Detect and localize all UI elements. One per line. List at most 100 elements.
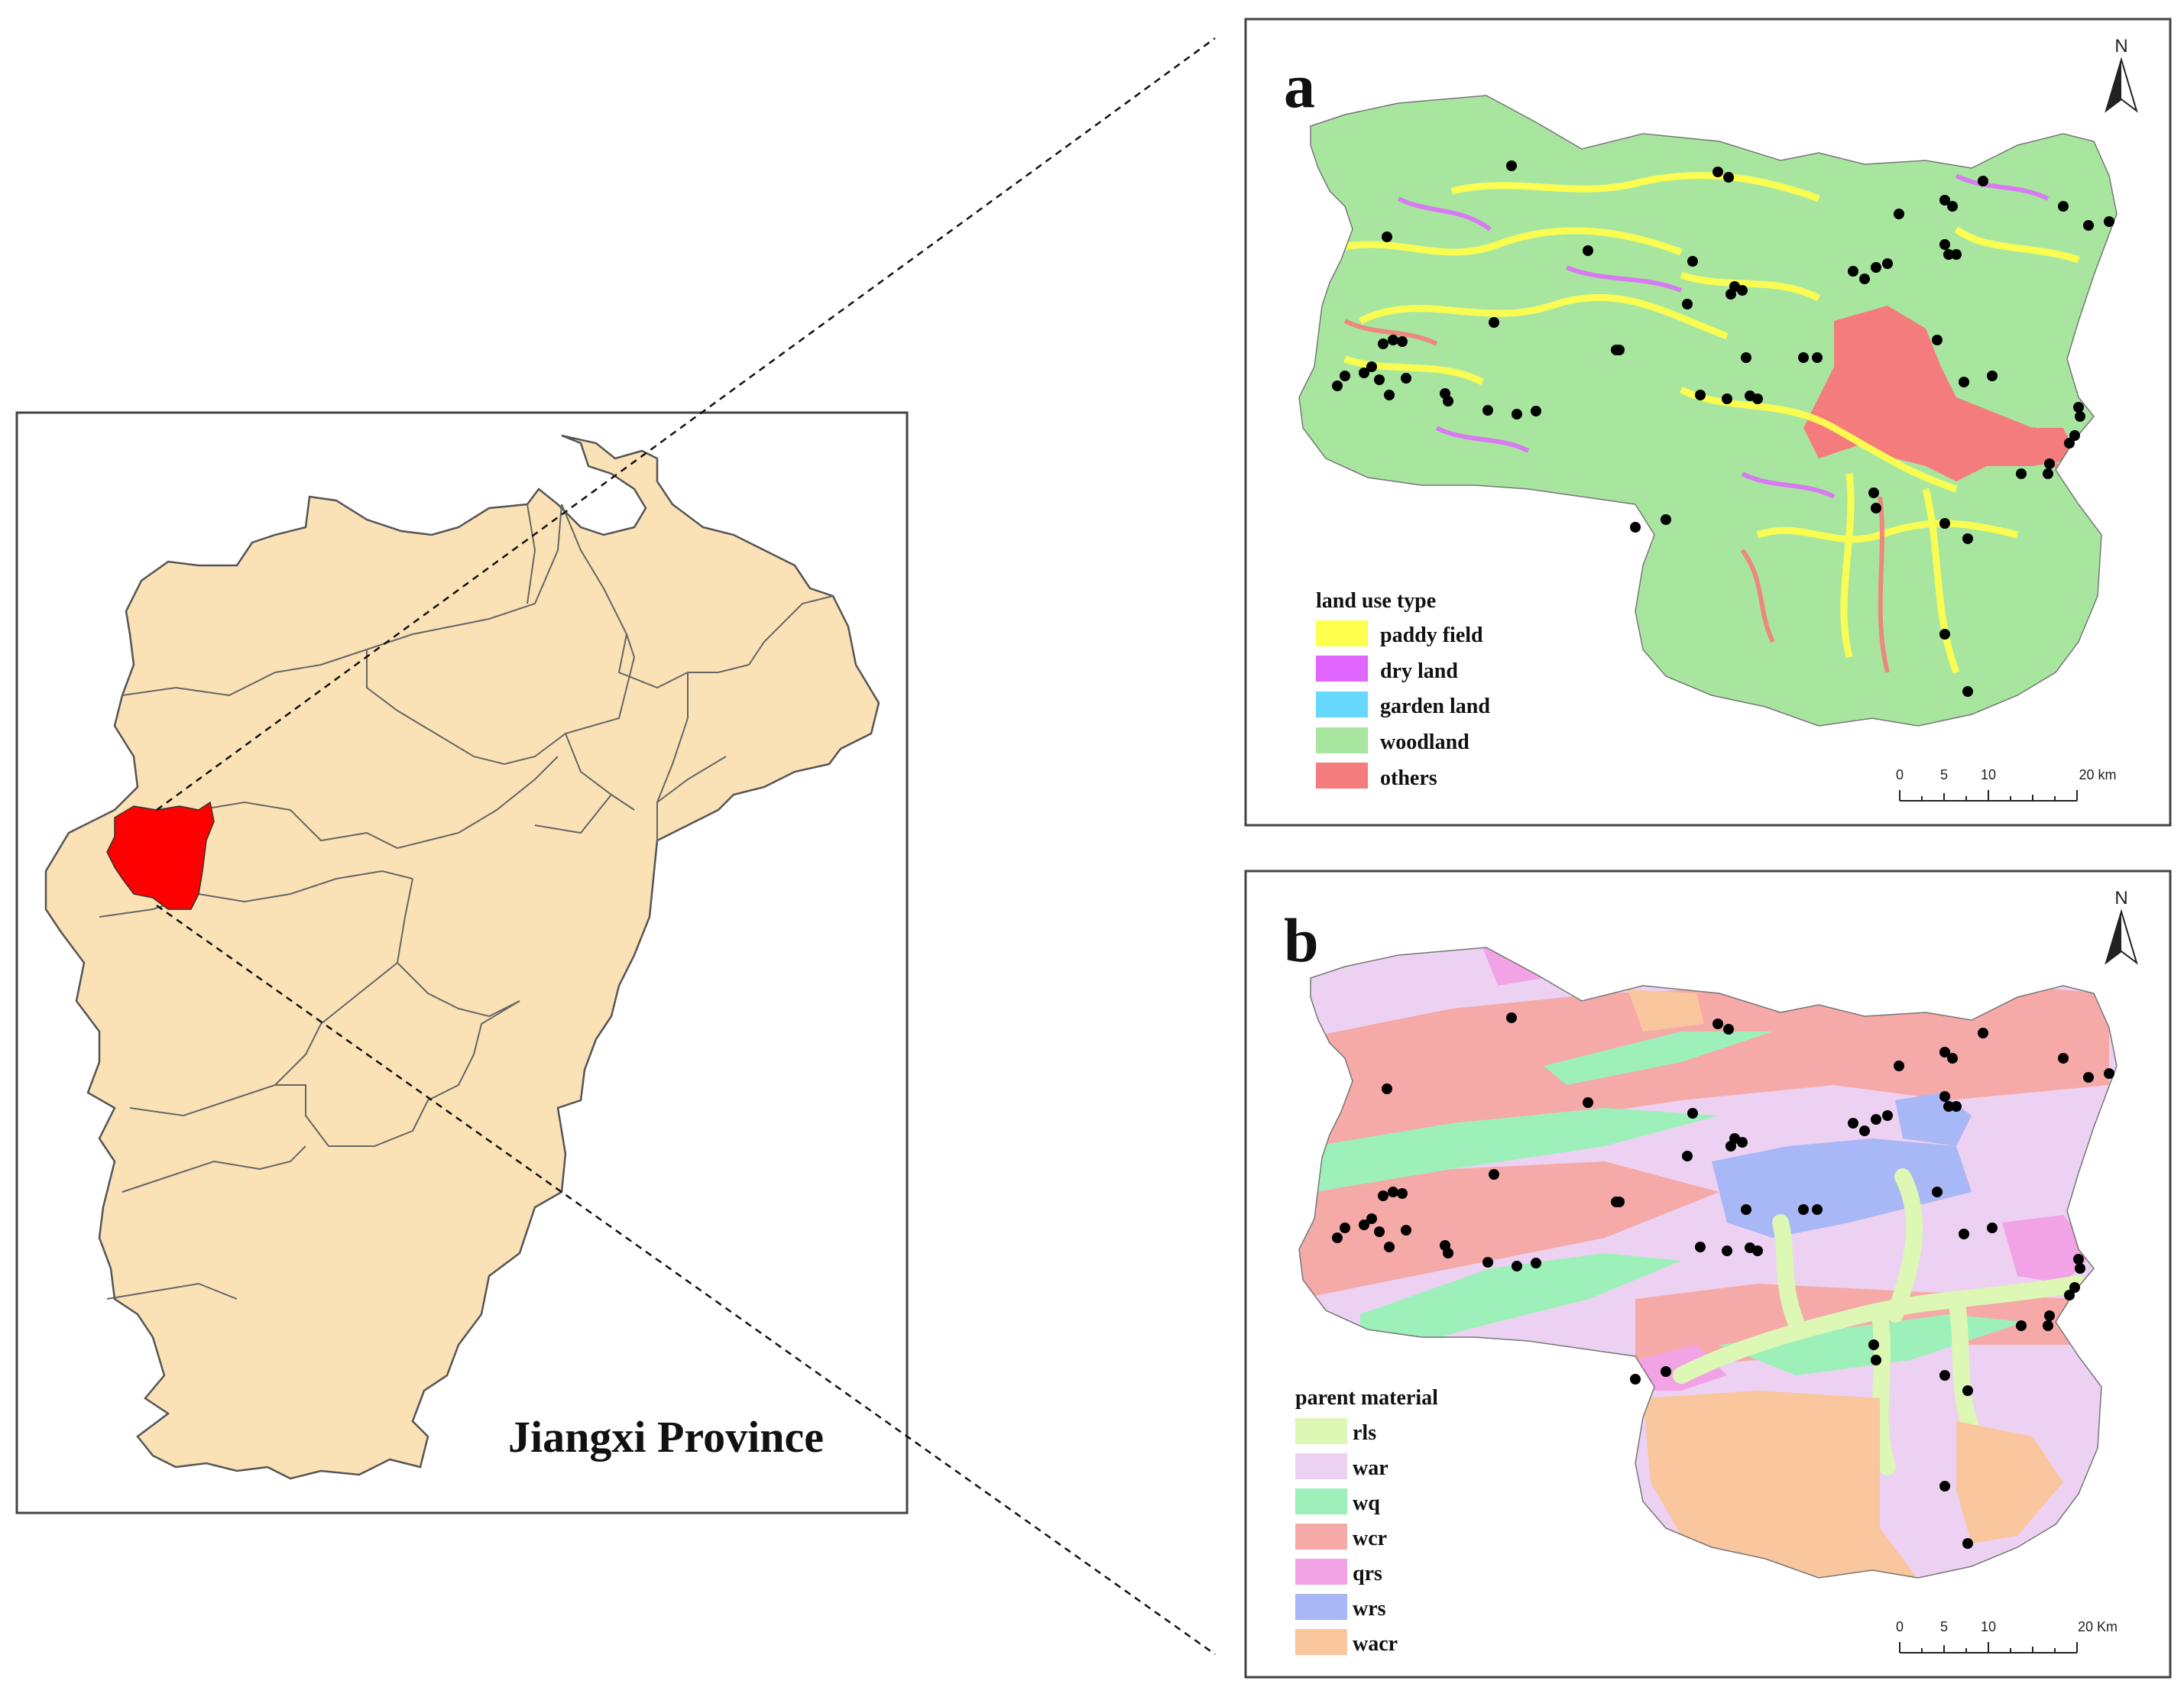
sample-point (1682, 1151, 1693, 1161)
sample-point (1443, 396, 1453, 406)
legend-parent-material: parent material rls war wq wcr qrs (1295, 1386, 1438, 1656)
dry-land-texture (1397, 173, 2050, 499)
legend-a-item: woodland (1316, 727, 1470, 754)
sample-point (1359, 1219, 1369, 1230)
sample-point (2069, 430, 2080, 441)
sample-point (1531, 1258, 1541, 1268)
panel-a-letter: a (1284, 51, 1315, 121)
sample-point (2064, 438, 2075, 449)
sample-point (1384, 390, 1395, 400)
sample-point (1959, 1229, 1969, 1239)
sample-point (2083, 220, 2094, 231)
sample-point (1871, 262, 1881, 273)
prefecture-boundaries (99, 504, 834, 1300)
scale-bar-b: 0 5 10 20 Km (1896, 1619, 2118, 1654)
study-county-highlight (106, 801, 215, 910)
sample-point (1687, 1108, 1698, 1119)
sample-point (1722, 394, 1732, 404)
north-arrow-b-label: N (2114, 888, 2127, 909)
sample-point (1868, 487, 1879, 498)
legend-a-label: garden land (1380, 695, 1490, 718)
sample-point (2058, 201, 2069, 212)
sample-point (1951, 1101, 1962, 1112)
scale-a-label: 5 (1940, 767, 1948, 782)
sample-point (1506, 160, 1517, 171)
sample-point (1943, 1101, 1954, 1112)
legend-a-item: garden land (1316, 692, 1490, 718)
sample-point (1962, 686, 1973, 697)
sample-point (1713, 167, 1723, 177)
sample-point (1987, 371, 1998, 381)
legend-b-item: wrs (1295, 1594, 1386, 1621)
sample-point (1682, 299, 1693, 309)
sample-point (1359, 368, 1369, 378)
sample-point (1882, 1110, 1893, 1121)
sample-points-a (1332, 160, 2114, 697)
sample-point (1722, 1245, 1732, 1256)
sample-point (1340, 371, 1350, 381)
sample-point (1614, 1197, 1625, 1207)
legend-a-label: dry land (1380, 659, 1458, 683)
sample-point (1939, 518, 1950, 529)
sample-point (1378, 1190, 1388, 1201)
sample-point (1871, 1114, 1881, 1125)
leader-lines (156, 37, 1216, 1656)
sample-point (2075, 411, 2085, 422)
sample-point (1752, 1245, 1763, 1256)
sample-point (2073, 402, 2084, 413)
sample-point (1848, 266, 1858, 277)
sample-point (2058, 1053, 2069, 1064)
sample-point (1723, 1024, 1734, 1035)
legend-b-label: rls (1353, 1421, 1376, 1445)
sample-point (1482, 405, 1493, 416)
sample-point (1894, 1061, 1904, 1071)
legend-b-label: wrs (1353, 1597, 1386, 1621)
north-arrow-a-label: N (2114, 36, 2127, 57)
scale-b-label: 0 (1896, 1619, 1904, 1634)
sample-point (2043, 1320, 2053, 1331)
sample-point (1687, 256, 1698, 267)
sample-point (1382, 232, 1392, 242)
sample-point (1798, 352, 1809, 363)
sample-point (1384, 1242, 1395, 1252)
sample-point (2073, 1254, 2084, 1265)
legend-b-label: wacr (1353, 1632, 1398, 1656)
sample-point (1374, 374, 1385, 385)
panel-b-letter: b (1284, 905, 1319, 975)
sample-point (1752, 394, 1763, 404)
sample-point (1943, 249, 1954, 260)
sample-point (1512, 409, 1522, 419)
sample-point (2064, 1290, 2075, 1300)
scale-a-label: 20 km (2079, 767, 2116, 782)
sample-point (1583, 1097, 1593, 1108)
legend-b-label: wq (1353, 1492, 1380, 1515)
sample-point (1630, 522, 1641, 533)
sample-point (1661, 1366, 1671, 1377)
sample-point (1959, 377, 1969, 387)
scale-b-label: 10 (1981, 1619, 1996, 1634)
sample-point (1366, 361, 1377, 372)
overview-title: Jiangxi Province (508, 1412, 824, 1462)
legend-a-item: paddy field (1316, 620, 1483, 647)
sample-point (1401, 1225, 1411, 1236)
sample-point (1512, 1261, 1522, 1271)
legend-b-item: war (1295, 1453, 1388, 1480)
sample-point (1332, 1232, 1343, 1243)
sample-point (1882, 258, 1893, 269)
sample-point (1932, 1187, 1943, 1197)
sample-point (2069, 1282, 2080, 1293)
sample-point (2083, 1072, 2094, 1083)
sample-point (1848, 1118, 1858, 1129)
sample-point (2016, 468, 2027, 479)
sample-point (1951, 249, 1962, 260)
legend-a-title: land use type (1316, 589, 1436, 613)
sample-point (2016, 1320, 2027, 1331)
sample-point (1939, 1047, 1950, 1058)
legend-a-label: others (1380, 766, 1437, 790)
sample-point (1978, 176, 1988, 186)
sample-point (1374, 1226, 1385, 1237)
sample-point (1947, 201, 1958, 212)
legend-b-item: wacr (1295, 1629, 1398, 1656)
legend-b-item: qrs (1295, 1559, 1382, 1585)
